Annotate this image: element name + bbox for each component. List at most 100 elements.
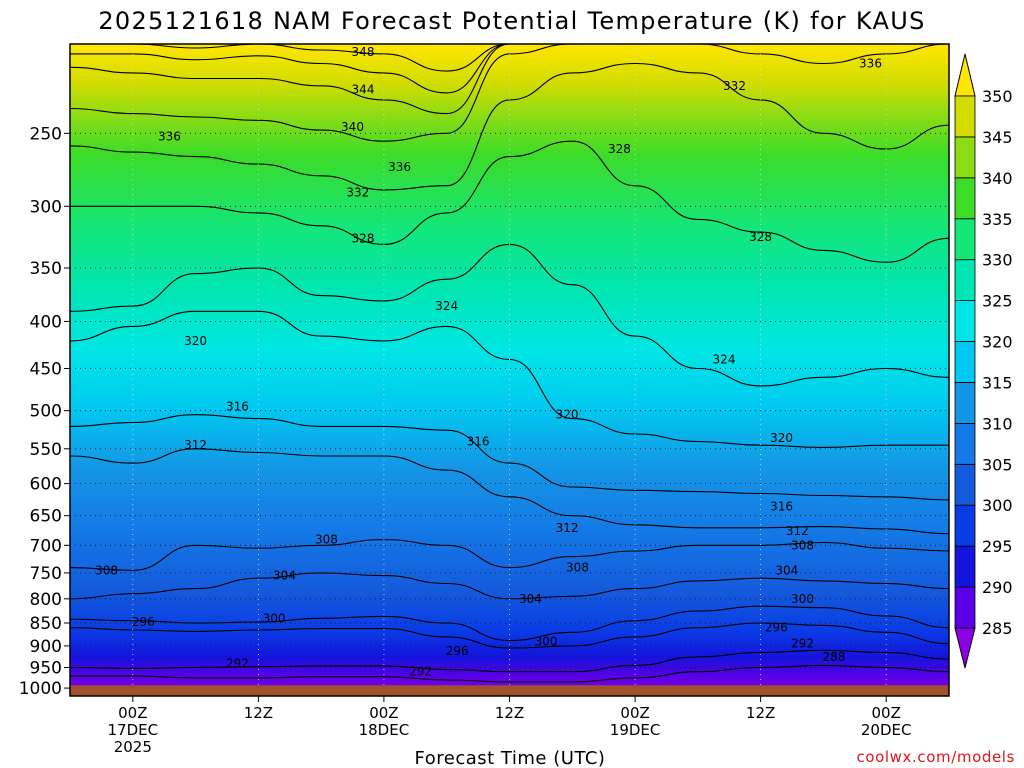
x-tick-label: 2025 [114, 738, 152, 756]
colorbar-label: 285 [982, 619, 1013, 638]
contour-label: 312 [184, 438, 207, 452]
ground-layer [70, 685, 949, 696]
colorbar-segment [954, 422, 976, 465]
plot-area: 348 344 340 336 336 336 332 332 328 328 328 324 324 3… [70, 44, 949, 696]
y-tick-label: 900 [30, 637, 62, 657]
contour-line-336 [70, 44, 949, 142]
x-tick-label: 20DEC [861, 721, 912, 739]
contour-label: 292 [791, 637, 814, 651]
contour-label: 336 [388, 160, 411, 174]
contour-label: 328 [749, 230, 772, 244]
contour-label: 336 [859, 57, 882, 71]
y-axis: 250 300 350 400 450 500 550 600 650 700 750 800 850 9… [19, 124, 70, 699]
contour-label: 292 [226, 656, 249, 670]
colorbar-segment [954, 382, 976, 424]
x-tick-label: 00Z [872, 704, 901, 722]
contour-label: 304 [519, 592, 542, 606]
colorbar-label: 290 [982, 578, 1013, 597]
colorbar-segment [954, 95, 976, 138]
colorbar-label: 340 [982, 169, 1013, 188]
y-tick-label: 850 [30, 614, 62, 634]
contour-label: 300 [263, 611, 286, 625]
y-tick-label: 750 [30, 564, 62, 584]
contour-label: 348 [352, 45, 375, 59]
colorbar-label: 325 [982, 292, 1013, 311]
contour-label: 316 [467, 435, 490, 449]
contour-label: 320 [770, 431, 793, 445]
colorbar-segment [954, 300, 976, 342]
contour-label: 332 [723, 79, 746, 93]
contour-label: 320 [556, 408, 579, 422]
contour-line-288 [70, 664, 949, 683]
contour-label: 316 [770, 499, 793, 513]
contour-line-316 [70, 414, 949, 501]
y-tick-label: 800 [30, 590, 62, 610]
contour-line-312 [70, 448, 949, 535]
y-tick-label: 950 [30, 659, 62, 679]
contour-label: 328 [352, 231, 375, 245]
gridlines [70, 44, 949, 696]
colorbar-label: 335 [982, 210, 1013, 229]
colorbar-top-arrow [954, 53, 976, 97]
y-tick-label: 400 [30, 312, 62, 332]
credit-label: coolwx.com/models [857, 748, 1016, 766]
x-tick-label: 17DEC [108, 721, 159, 739]
contour-label: 312 [786, 524, 809, 538]
x-axis-title: Forecast Time (UTC) [415, 748, 606, 768]
y-tick-label: 550 [30, 440, 62, 460]
contour-label: 288 [822, 650, 845, 664]
contour-label: 308 [791, 538, 814, 552]
x-tick-label: 00Z [118, 704, 147, 722]
contour-label: 308 [95, 563, 118, 577]
colorbar-label: 315 [982, 374, 1013, 393]
contour-label: 316 [226, 400, 249, 414]
contour-label: 300 [535, 634, 558, 648]
x-tick-label: 12Z [495, 704, 524, 722]
contour-label: 300 [791, 592, 814, 606]
contour-line-296 [70, 622, 949, 649]
colorbar-label: 330 [982, 251, 1013, 270]
contour-line-292 [70, 649, 949, 673]
contour-label: 304 [775, 563, 798, 577]
y-tick-label: 350 [30, 259, 62, 279]
contour-label: 296 [765, 621, 788, 635]
contour-line-344 [70, 44, 949, 94]
y-tick-label: 300 [30, 197, 62, 217]
contour-label: 340 [341, 120, 364, 134]
y-tick-label: 250 [30, 124, 62, 144]
contour-labels: 348 344 340 336 336 336 332 332 328 328 328 324 324 3… [95, 45, 882, 679]
contour-label: 324 [435, 299, 458, 313]
colorbar-label: 300 [982, 496, 1013, 515]
colorbar-segment [954, 545, 976, 588]
x-tick-label: 12Z [746, 704, 775, 722]
colorbar-label: 310 [982, 414, 1013, 433]
y-tick-label: 650 [30, 507, 62, 527]
chart-title: 2025121618 NAM Forecast Potential Temper… [98, 7, 925, 35]
colorbar-label: 305 [982, 455, 1013, 474]
contour-label: 324 [713, 353, 736, 367]
colorbar-segment [954, 463, 976, 506]
colorbar-label: 295 [982, 537, 1013, 556]
x-tick-label: 00Z [369, 704, 398, 722]
colorbar-segment [954, 218, 976, 261]
contour-line-300 [70, 605, 949, 642]
contour-label: 296 [132, 615, 155, 629]
contour-line-328 [70, 140, 949, 263]
contour-label: 308 [566, 561, 589, 575]
contour-label: 308 [315, 533, 338, 547]
colorbar-bottom-arrow [954, 627, 976, 669]
contour-label: 296 [446, 644, 469, 658]
contour-line-304 [70, 572, 949, 600]
y-tick-label: 1000 [19, 679, 62, 699]
colorbar: 285 290 295 300 305 310 315 320 325 330 335 340 345 3… [954, 53, 1013, 669]
x-tick-label: 12Z [244, 704, 273, 722]
y-tick-label: 700 [30, 536, 62, 556]
x-tick-label: 00Z [620, 704, 649, 722]
contour-line-348 [70, 44, 949, 72]
contour-label: 292 [409, 665, 432, 679]
colorbar-label: 345 [982, 128, 1013, 147]
y-tick-label: 450 [30, 360, 62, 380]
contour-line-308 [70, 539, 949, 571]
